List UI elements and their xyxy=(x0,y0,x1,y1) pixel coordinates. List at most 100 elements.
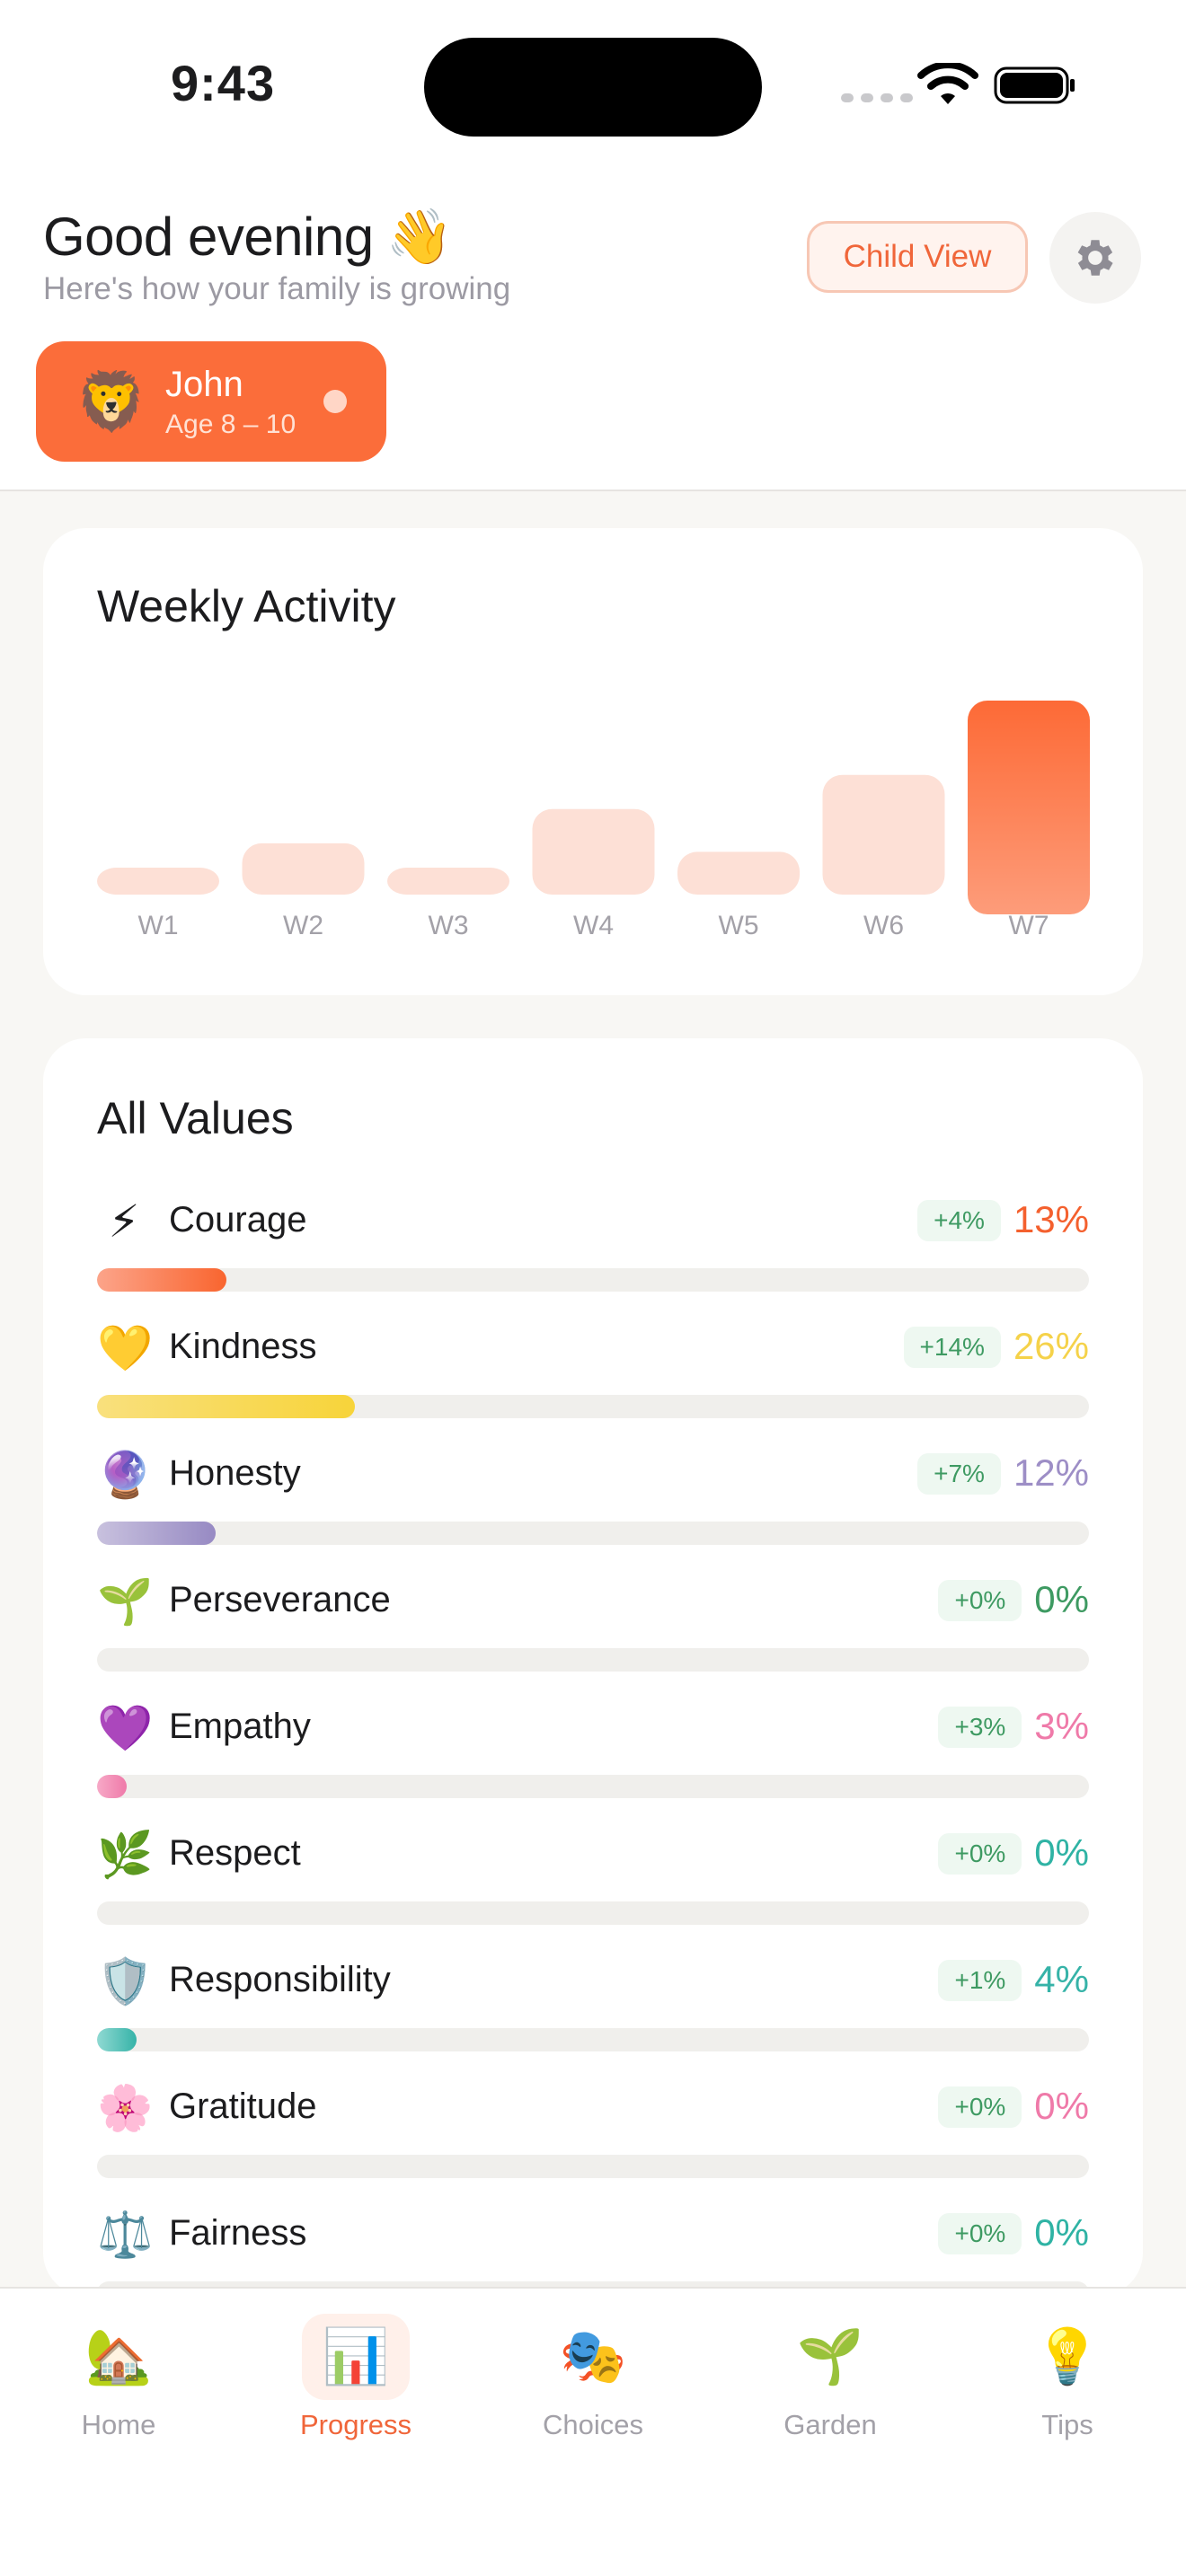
value-row-responsibility[interactable]: 🛡️ Responsibility +1% 4% xyxy=(97,1953,1089,2078)
bar-w6 xyxy=(822,774,945,895)
value-progress-fill xyxy=(97,1395,356,1418)
x-tick-label: W7 xyxy=(1009,911,1049,940)
active-indicator-dot xyxy=(323,390,347,413)
bar-w4 xyxy=(532,808,655,895)
child-view-button[interactable]: Child View xyxy=(807,221,1028,293)
all-values-card: All Values ⚡ Courage +4% 13% 💛 Kindness +14% 26… xyxy=(43,1038,1143,2305)
value-delta-badge: +7% xyxy=(917,1453,1001,1495)
value-row-honesty[interactable]: 🔮 Honesty +7% 12% xyxy=(97,1446,1089,1572)
tab-label: Progress xyxy=(299,2409,412,2440)
value-progress-fill xyxy=(97,1775,128,1798)
value-percent: 0% xyxy=(1034,2085,1089,2127)
value-row-respect[interactable]: 🌿 Respect +0% 0% xyxy=(97,1826,1089,1952)
value-progress-fill xyxy=(97,1522,217,1545)
theater-masks-icon: 🎭 xyxy=(559,2326,627,2386)
bar-chart-icon: 📊 xyxy=(302,2314,410,2400)
value-delta-badge: +4% xyxy=(917,1200,1001,1241)
tab-tips[interactable]: 💡 Tips xyxy=(996,2314,1139,2448)
value-progress-track xyxy=(97,1901,1089,1925)
house-icon: 🏡 xyxy=(84,2326,153,2386)
value-delta-badge: +14% xyxy=(903,1327,1001,1368)
value-row-perseverance[interactable]: 🌱 Perseverance +0% 0% xyxy=(97,1573,1089,1698)
value-progress-fill xyxy=(97,2028,137,2051)
value-percent: 13% xyxy=(1013,1198,1089,1240)
bar-w7 xyxy=(968,701,1090,914)
value-row-empathy[interactable]: 💜 Empathy +3% 3% xyxy=(97,1699,1089,1825)
x-tick-label: W1 xyxy=(138,911,179,940)
value-percent: 3% xyxy=(1034,1705,1089,1747)
value-name: Gratitude xyxy=(169,2086,317,2126)
value-name: Empathy xyxy=(169,1707,311,1746)
value-row-kindness[interactable]: 💛 Kindness +14% 26% xyxy=(97,1319,1089,1445)
value-delta-badge: +0% xyxy=(938,2213,1022,2254)
value-row-gratitude[interactable]: 🌸 Gratitude +0% 0% xyxy=(97,2079,1089,2205)
greeting-text: Good evening xyxy=(43,207,374,267)
value-percent: 0% xyxy=(1034,2211,1089,2254)
value-progress-track xyxy=(97,2028,1089,2051)
x-tick-label: W5 xyxy=(719,911,759,940)
crystal-ball-icon: 🔮 xyxy=(97,1450,154,1500)
all-values-title: All Values xyxy=(97,1093,294,1143)
value-name: Responsibility xyxy=(169,1960,391,1999)
tab-label: Choices xyxy=(543,2409,643,2440)
child-profile-chip[interactable]: 🦁 John Age 8 – 10 xyxy=(36,341,386,462)
wifi-icon xyxy=(917,63,978,104)
purple-heart-icon: 💜 xyxy=(97,1703,154,1753)
settings-button[interactable] xyxy=(1049,212,1141,304)
value-percent: 0% xyxy=(1034,1831,1089,1874)
value-progress-track xyxy=(97,1775,1089,1798)
lightning-icon: ⚡ xyxy=(108,1196,140,1247)
waving-hand-icon: 👋 xyxy=(385,207,454,267)
weekly-activity-chart: W1 W2 W3 W4 W5 W6 W7 xyxy=(97,701,1090,940)
cellular-signal-icon xyxy=(841,93,913,102)
child-age-range: Age 8 – 10 xyxy=(165,410,296,439)
dynamic-island xyxy=(424,38,762,137)
seedling-icon: 🌱 xyxy=(97,1576,154,1627)
value-progress-track xyxy=(97,1648,1089,1672)
value-progress-track xyxy=(97,1395,1089,1418)
child-name: John xyxy=(165,365,243,404)
x-tick-label: W3 xyxy=(429,911,469,940)
tab-choices[interactable]: 🎭 Choices xyxy=(521,2314,665,2448)
value-progress-track xyxy=(97,1268,1089,1292)
page-title: Good evening 👋 xyxy=(43,205,453,269)
x-tick-label: W4 xyxy=(573,911,614,940)
bar-w2 xyxy=(242,842,365,895)
value-name: Fairness xyxy=(169,2213,307,2253)
value-delta-badge: +0% xyxy=(938,1580,1022,1621)
shield-icon: 🛡️ xyxy=(97,1956,154,2007)
balance-scale-icon: ⚖️ xyxy=(97,2210,154,2260)
blossom-icon: 🌸 xyxy=(97,2083,154,2133)
seedling-icon: 🌱 xyxy=(796,2326,864,2386)
x-tick-label: W6 xyxy=(863,911,904,940)
lion-avatar-icon: 🦁 xyxy=(75,369,147,434)
gear-icon xyxy=(1077,240,1113,276)
value-percent: 12% xyxy=(1013,1451,1089,1494)
value-name: Courage xyxy=(169,1200,307,1239)
light-bulb-icon: 💡 xyxy=(1033,2326,1102,2386)
value-percent: 26% xyxy=(1013,1325,1089,1367)
tab-label: Garden xyxy=(783,2409,877,2440)
value-progress-track xyxy=(97,2155,1089,2178)
tab-home[interactable]: 🏡 Home xyxy=(47,2314,190,2448)
bar-w5 xyxy=(677,851,800,895)
greeting-subtitle: Here's how your family is growing xyxy=(43,271,511,306)
bottom-tab-bar: 🏡 Home 📊 Progress 🎭 Choices 🌱 Garden 💡 T… xyxy=(0,2287,1186,2576)
value-name: Kindness xyxy=(169,1327,317,1366)
value-delta-badge: +3% xyxy=(938,1707,1022,1748)
value-percent: 0% xyxy=(1034,1578,1089,1620)
x-tick-label: W2 xyxy=(283,911,323,940)
bar-w3 xyxy=(387,868,509,895)
value-percent: 4% xyxy=(1034,1958,1089,2000)
tab-label: Home xyxy=(81,2409,156,2440)
herb-icon: 🌿 xyxy=(97,1830,154,1880)
value-name: Respect xyxy=(169,1833,301,1873)
tab-garden[interactable]: 🌱 Garden xyxy=(758,2314,902,2448)
battery-icon xyxy=(994,66,1075,104)
value-delta-badge: +0% xyxy=(938,1833,1022,1875)
value-row-courage[interactable]: ⚡ Courage +4% 13% xyxy=(97,1193,1089,1319)
value-progress-fill xyxy=(97,1268,226,1292)
tab-progress[interactable]: 📊 Progress xyxy=(284,2314,428,2448)
bar-w1 xyxy=(97,868,219,895)
value-delta-badge: +1% xyxy=(938,1960,1022,2001)
